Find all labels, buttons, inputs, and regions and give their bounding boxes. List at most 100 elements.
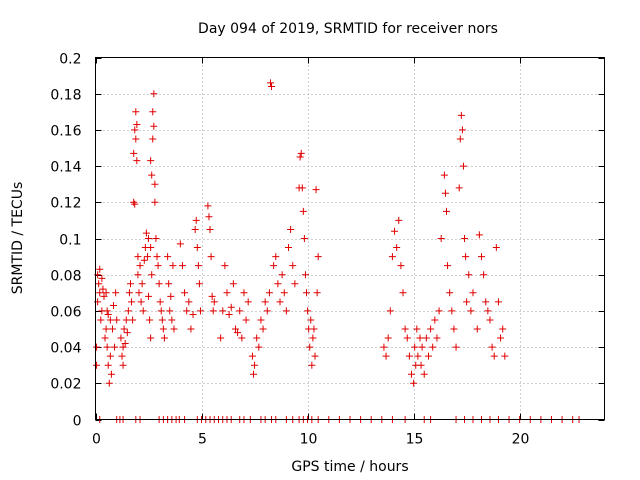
data-point [225,311,233,319]
data-point [270,262,278,270]
data-point [205,213,213,221]
data-point [195,280,203,288]
data-point [298,184,306,192]
data-point [469,289,477,297]
data-point [422,334,430,342]
x-tick-label: 20 [512,432,530,448]
y-tick-label: 0 [73,414,82,430]
data-point [153,253,161,261]
data-point [263,307,271,315]
data-point [192,216,200,224]
data-point [391,227,399,235]
data-point [128,298,136,306]
data-point [123,329,131,337]
data-point [250,370,258,378]
data-point [207,253,215,261]
data-point [499,325,507,333]
data-point [424,352,432,360]
data-point [255,343,263,351]
data-point [189,311,197,319]
data-point [105,379,113,387]
data-point [403,334,411,342]
data-point [139,307,147,315]
data-point [93,343,101,351]
data-point [309,334,317,342]
data-point [176,240,184,248]
data-point [437,235,445,242]
data-point [429,343,437,351]
data-point [467,307,475,315]
data-point [497,334,505,342]
data-point [265,289,273,297]
data-point [110,301,118,309]
data-point [458,126,466,134]
data-point [107,370,115,378]
data-point [97,316,105,324]
y-tick-label: 0.16 [50,124,81,140]
data-point [148,171,156,179]
data-point [181,289,189,297]
x-tick-label: 15 [406,432,424,448]
data-point [194,262,202,270]
data-point [261,298,269,306]
data-point [131,126,139,134]
data-point [221,262,229,270]
data-point [102,289,110,297]
data-point [151,198,159,206]
data-point [147,157,155,165]
data-point [448,307,456,315]
data-point [417,361,425,369]
data-point [461,235,469,242]
data-point [490,352,498,360]
data-point [313,289,321,297]
data-point [155,280,163,288]
data-point [296,153,304,161]
data-point [248,352,256,360]
data-point [259,325,267,333]
data-point [299,207,307,215]
data-point [112,289,120,297]
y-tick-label: 0.04 [50,341,81,357]
data-point [158,316,166,324]
data-point [231,325,239,333]
data-point [117,334,125,342]
data-point [149,108,157,116]
data-point [408,370,416,378]
data-point [382,352,390,360]
data-point [486,316,494,324]
data-point [410,379,418,387]
data-point [96,265,104,273]
data-point [119,361,127,369]
data-point [446,289,454,297]
data-point [168,316,176,324]
data-point [399,289,407,297]
data-point [147,244,155,252]
data-point [435,307,443,315]
data-point [133,120,141,128]
data-point [234,329,242,337]
data-point [488,343,496,351]
data-point [280,289,288,297]
data-point [118,352,126,360]
y-tick-label: 0.08 [50,269,81,285]
data-point [159,325,167,333]
data-point [236,307,244,315]
data-point [209,307,217,315]
y-tick-label: 0.06 [50,305,81,321]
plot-frame [95,57,605,420]
data-point [208,292,216,300]
data-point [187,325,195,333]
data-point [459,162,467,170]
data-point [140,256,148,264]
data-point [272,253,280,261]
data-point [276,298,284,306]
data-point [462,253,470,261]
data-point [93,361,101,369]
data-point [492,244,500,252]
y-axis-ticks: 0 0.02 0.04 0.06 0.08 0.1 0.12 0.14 0.16 0.18 0.2 [50,52,605,430]
data-point [106,352,114,360]
data-point [501,352,509,360]
data-point [138,280,146,288]
data-point [431,316,439,324]
data-point [132,135,140,143]
